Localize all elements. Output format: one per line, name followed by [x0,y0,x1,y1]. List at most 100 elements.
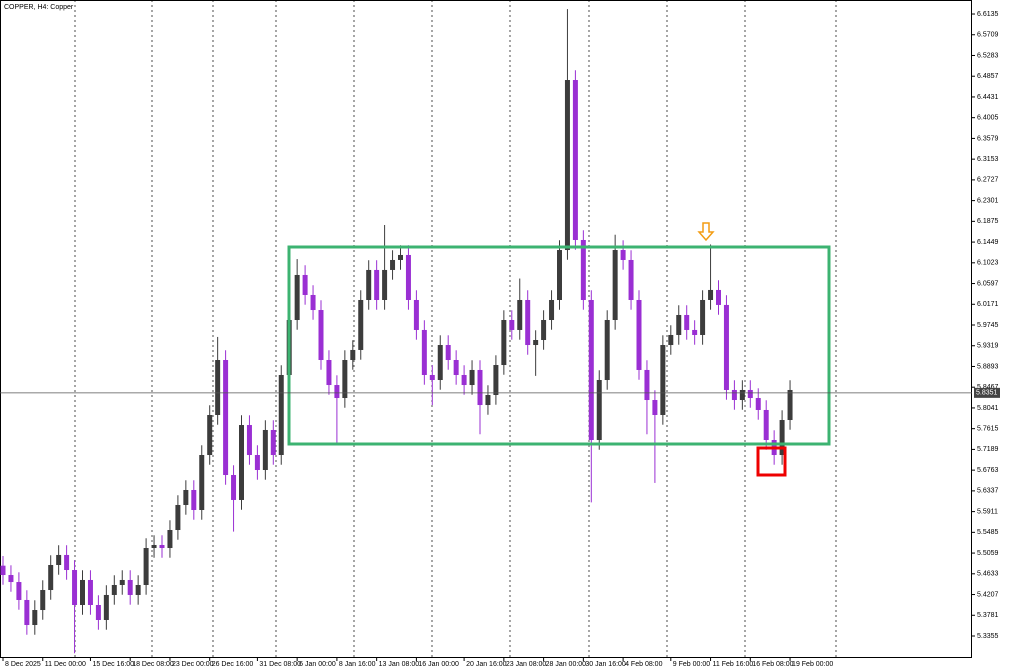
candle-body [580,239,586,300]
x-tick-label: 8 Dec 2025 [5,661,41,668]
candle-body [413,299,419,330]
y-tick-label: 6.4005 [977,115,999,122]
candle-body [469,369,475,386]
candle-body [644,369,650,401]
candle-body [8,575,14,583]
x-tick-label: 16 Jan 00:00 [418,661,459,668]
x-tick-label: 19 Feb 00:00 [792,661,833,668]
candle-body [40,590,46,611]
candle-body [588,299,594,441]
y-tick-label: 5.3781 [977,612,999,619]
candle-body [533,339,539,346]
y-tick-label: 6.2301 [977,197,999,204]
candle-body [191,489,197,510]
candle-body [453,360,459,375]
candle-body [167,530,173,549]
y-tick-label: 5.5911 [977,508,998,515]
y-tick-label: 5.5485 [977,529,999,536]
y-tick-label: 5.9745 [977,322,999,329]
candle-body [684,314,690,330]
x-tick-label: 23 Dec 00:00 [172,661,214,668]
x-tick-label: 23 Jan 08:00 [506,661,547,668]
candle-body [215,360,221,415]
y-tick-label: 5.5059 [977,550,999,557]
candle-body [398,254,403,260]
candle-body [270,429,276,456]
candle-body [310,294,316,311]
candle-body [477,369,483,406]
candle-body [80,579,85,605]
candle-body [183,489,189,505]
y-tick-label: 6.3153 [977,156,999,163]
candle-body [374,269,380,300]
candle-body [366,269,372,300]
y-tick-label: 6.4431 [977,94,999,101]
x-tick-label: 9 Feb 00:00 [673,661,710,668]
candle-body [246,425,252,456]
candle-body [708,289,714,300]
x-tick-label: 26 Dec 16:00 [212,661,254,668]
last-price-label: 5.8351 [976,390,998,397]
x-tick-label: 16 Feb 08:00 [752,661,793,668]
candle-body [755,398,761,410]
candle-body [95,604,101,620]
candle-body [24,599,30,626]
y-tick-label: 5.6763 [977,467,999,474]
candle-body [231,475,237,500]
candle-body [16,582,22,600]
candle-body [278,374,284,456]
candle-body [541,319,547,340]
candle-body [723,304,729,390]
candle-body [437,345,443,381]
y-tick-label: 5.4633 [977,571,999,578]
candle-body [509,319,515,330]
candle-body [87,579,93,605]
y-tick-label: 5.7189 [977,446,999,453]
candle-body [56,554,62,565]
candle-body [485,394,491,406]
y-tick-label: 6.1023 [977,260,999,267]
x-tick-label: 13 Jan 08:00 [379,661,420,668]
candle-body [660,345,666,415]
candle-body [342,360,348,399]
candle-body [262,429,268,470]
y-tick-label: 6.1449 [977,239,999,246]
candle-body [119,579,125,585]
y-tick-label: 6.6135 [977,11,999,18]
candle-body [739,389,745,401]
x-tick-label: 30 Jan 16:00 [585,661,626,668]
y-tick-label: 6.1875 [977,218,999,225]
candle-body [636,299,642,370]
y-tick-label: 6.0171 [977,301,999,308]
candle-body [350,349,356,361]
candle-body [382,269,388,300]
candle-body [405,254,411,300]
y-tick-label: 5.8041 [977,405,999,412]
candle-body [461,374,467,386]
candle-body [604,319,610,381]
candle-body [517,299,523,330]
candle-body [199,455,205,510]
x-tick-label: 20 Jan 16:00 [466,661,507,668]
x-tick-label: 11 Feb 16:00 [713,661,754,668]
chart-title: COPPER, H4: Copper [4,4,74,11]
y-tick-label: 6.5283 [977,52,999,59]
candle-body [620,250,626,260]
candle-body [747,389,753,399]
candle-body [159,544,165,549]
y-tick-label: 5.4207 [977,591,999,598]
candle-body [48,564,54,591]
y-tick-label: 6.3579 [977,135,999,142]
candle-body [493,365,499,395]
candle-body [549,299,555,320]
candle-body [326,360,332,386]
y-tick-label: 6.4857 [977,73,999,80]
candle-body [445,345,451,361]
candle-body [779,420,785,456]
y-tick-label: 5.8467 [977,384,999,391]
x-tick-label: 6 Jan 00:00 [299,661,336,668]
candle-body [64,554,70,571]
candle-body [716,289,721,305]
candle-body [557,250,562,300]
